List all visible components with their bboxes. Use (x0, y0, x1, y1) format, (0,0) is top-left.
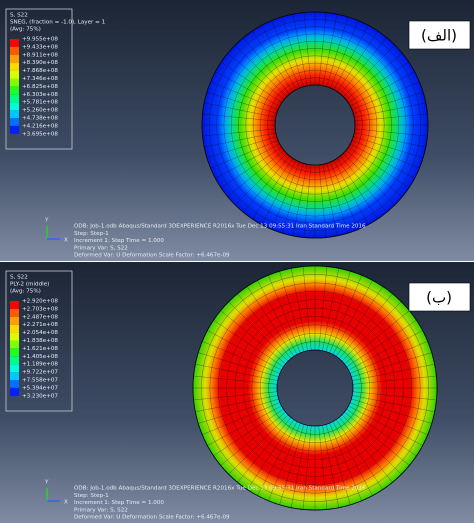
legend-value: +3.230e+07 (22, 393, 58, 399)
legend-swatch (10, 333, 19, 341)
info-text: Step: Step-1 (74, 493, 109, 499)
info-text: Increment 1: Step Time = 1.000 (74, 500, 164, 506)
legend-value: +9.722e+07 (22, 370, 58, 376)
panel-label: (ب) (426, 289, 452, 307)
legend-value: +5.394e+07 (22, 385, 58, 391)
legend-swatch (10, 356, 19, 364)
legend-title: S, S22 (10, 13, 28, 19)
legend-swatch (10, 79, 19, 87)
legend-swatch (10, 341, 19, 349)
legend-value: +1.838e+08 (22, 338, 58, 344)
legend-value: +2.054e+08 (22, 330, 58, 336)
legend-swatch (10, 380, 19, 388)
info-text: Primary Var: S, S22 (74, 507, 128, 513)
legend-value: +8.390e+08 (22, 60, 58, 66)
legend-value: +4.216e+08 (22, 123, 58, 129)
legend-title: S, S22 (10, 275, 28, 281)
legend-value: +2.271e+08 (22, 322, 58, 328)
legend-value: +3.695e+08 (22, 131, 58, 137)
legend-value: +2.487e+08 (22, 314, 58, 320)
legend-swatch (10, 55, 19, 63)
panel-label: (الف) (421, 27, 457, 45)
legend-value: +4.738e+08 (22, 116, 58, 122)
legend-value: +6.303e+08 (22, 92, 58, 98)
legend-swatch (10, 102, 19, 110)
info-text: Step: Step-1 (74, 231, 109, 237)
screenshot: S, S22SNEG, (fraction = -1.0), Layer = 1… (0, 0, 474, 523)
legend-swatch (10, 372, 19, 380)
legend-title: PLY-2 (middle) (10, 282, 49, 288)
legend-value: +7.868e+08 (22, 68, 58, 74)
legend-swatch (10, 388, 19, 396)
legend-value: +1.405e+08 (22, 354, 58, 360)
legend-value: +9.955e+08 (22, 37, 58, 43)
info-text: Deformed Var: U Deformation Scale Factor… (74, 515, 230, 521)
legend-swatch (10, 317, 19, 325)
axis-label: X (64, 238, 68, 244)
legend-value: +8.911e+08 (22, 52, 58, 58)
legend-value: +5.781e+08 (22, 100, 58, 106)
legend-value: +7.558e+07 (22, 378, 58, 384)
legend-swatch (10, 325, 19, 333)
legend-swatch (10, 364, 19, 372)
legend-swatch (10, 47, 19, 55)
info-text: Primary Var: S, S22 (74, 245, 128, 251)
axis-label: Y (44, 480, 49, 486)
legend-value: +5.260e+08 (22, 108, 58, 114)
legend-value: +2.703e+08 (22, 306, 58, 312)
axis-label: X (64, 500, 68, 506)
legend-title: (Avg: 75%) (10, 289, 41, 295)
legend-swatch (10, 348, 19, 356)
legend-swatch (10, 110, 19, 118)
axis-label: Y (44, 218, 49, 224)
legend-value: +1.189e+08 (22, 362, 58, 368)
info-text: ODB: Job-1.odb Abaqus/Standard 3DEXPERIE… (74, 486, 366, 492)
legend-value: +7.346e+08 (22, 76, 58, 82)
info-text: Increment 1: Step Time = 1.000 (74, 238, 164, 244)
legend-value: +6.825e+08 (22, 84, 58, 90)
legend-value: +1.621e+08 (22, 346, 58, 352)
legend-swatch (10, 126, 19, 134)
legend-swatch (10, 71, 19, 79)
legend-swatch (10, 86, 19, 94)
info-text: Deformed Var: U Deformation Scale Factor… (74, 253, 230, 259)
legend-swatch (10, 118, 19, 126)
legend-swatch (10, 94, 19, 102)
info-text: ODB: Job-1.odb Abaqus/Standard 3DEXPERIE… (74, 224, 366, 230)
legend-title: SNEG, (fraction = -1.0), Layer = 1 (10, 20, 106, 26)
page: S, S22SNEG, (fraction = -1.0), Layer = 1… (0, 0, 474, 523)
legend-swatch (10, 309, 19, 317)
legend-swatch (10, 39, 19, 47)
legend-title: (Avg: 75%) (10, 27, 41, 33)
legend-swatch (10, 63, 19, 71)
legend-swatch (10, 301, 19, 309)
legend-value: +9.433e+08 (22, 44, 58, 50)
legend-value: +2.920e+08 (22, 299, 58, 305)
